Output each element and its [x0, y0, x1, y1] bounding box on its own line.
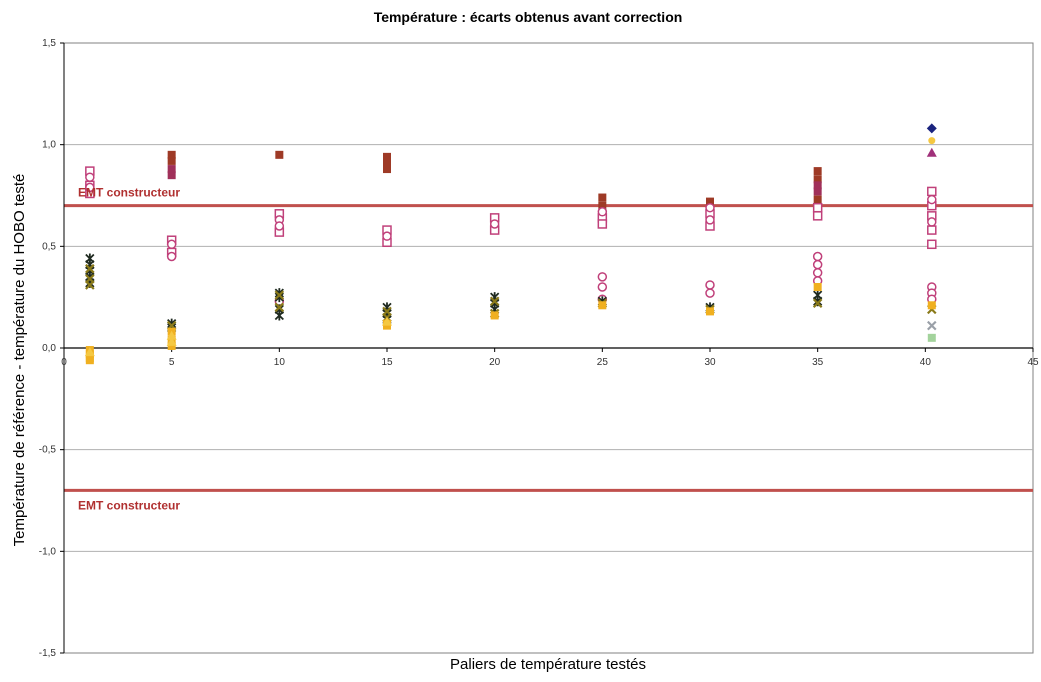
emt-label: EMT constructeur — [78, 498, 180, 512]
data-point — [274, 310, 284, 321]
data-point — [927, 225, 937, 235]
data-point — [275, 150, 284, 159]
data-point — [167, 156, 176, 165]
data-point — [705, 288, 715, 298]
data-point — [813, 175, 822, 184]
data-point — [598, 301, 607, 310]
data-point — [926, 123, 937, 134]
data-point — [489, 296, 500, 307]
emt-reference-lines — [64, 204, 1033, 492]
x-tick-label: 45 — [1027, 357, 1039, 368]
emt-label: EMT constructeur — [78, 186, 180, 200]
data-point — [85, 356, 94, 365]
x-tick-label: 10 — [274, 357, 286, 368]
data-point — [85, 172, 95, 182]
data-point — [927, 186, 937, 197]
data-point — [167, 165, 176, 174]
data-point — [813, 167, 822, 176]
data-point — [382, 316, 392, 326]
data-point — [598, 193, 607, 202]
data-point — [813, 283, 822, 291]
data-point — [383, 321, 391, 330]
x-tick-label: 5 — [169, 357, 175, 368]
data-point — [812, 202, 823, 213]
data-point — [927, 217, 937, 227]
data-point — [166, 251, 177, 262]
data-point — [166, 330, 177, 340]
data-point — [597, 207, 608, 217]
data-point — [597, 219, 608, 229]
data-point — [274, 221, 285, 231]
data-point — [597, 272, 608, 282]
x-tick-label: 35 — [812, 357, 824, 368]
data-point — [85, 182, 95, 193]
data-point — [84, 347, 95, 357]
data-point — [813, 181, 822, 190]
data-point — [706, 197, 714, 206]
data-point — [167, 150, 176, 159]
y-axis-title: Température de référence - température d… — [11, 174, 28, 547]
data-point — [382, 231, 392, 241]
data-point — [926, 147, 937, 157]
data-point — [706, 307, 714, 316]
grid-lines — [64, 144, 1033, 552]
emt-reference-labels: EMT constructeur EMT constructeur — [78, 186, 180, 513]
y-tick-label: 0,5 — [42, 241, 56, 252]
data-point — [490, 311, 499, 320]
data-point — [813, 187, 822, 196]
x-tick-label: 25 — [597, 357, 609, 368]
chart-title: Température : écarts obtenus avant corre… — [374, 9, 683, 25]
data-point — [167, 341, 176, 350]
data-point — [705, 202, 715, 213]
data-point — [927, 194, 937, 205]
data-point — [927, 301, 936, 310]
data-point — [812, 268, 823, 278]
y-tick-label: -0,5 — [39, 445, 57, 456]
data-points — [84, 123, 937, 365]
data-point — [274, 302, 285, 313]
data-point — [598, 201, 607, 210]
y-tick-label: -1,5 — [39, 648, 57, 659]
data-point — [85, 263, 95, 274]
x-tick-label: 40 — [920, 357, 932, 368]
data-point — [597, 282, 608, 292]
data-point — [812, 251, 823, 262]
y-tick-label: 0,0 — [42, 343, 56, 354]
x-tick-label: 15 — [381, 357, 393, 368]
data-point — [383, 158, 391, 167]
data-point — [166, 336, 177, 346]
data-point — [705, 215, 715, 225]
data-point — [928, 137, 936, 145]
data-point — [705, 280, 715, 290]
data-point — [927, 333, 936, 342]
x-tick-label: 20 — [489, 357, 501, 368]
data-point — [812, 259, 823, 270]
data-point — [167, 171, 176, 180]
axes: -1,5 -1,0 -0,5 0,0 0,5 1,0 1,5 0 5 10 15 20 25 30 35 40… — [39, 38, 1039, 659]
y-tick-label: 1,5 — [42, 38, 56, 49]
data-point — [489, 219, 500, 229]
y-tick-label: 1,0 — [42, 140, 56, 151]
x-tick-label: 0 — [61, 357, 67, 368]
data-point — [812, 211, 823, 221]
data-point — [813, 195, 822, 204]
data-point — [383, 165, 391, 174]
data-point — [812, 298, 823, 309]
data-point — [927, 239, 937, 250]
x-tick-label: 30 — [704, 357, 716, 368]
data-point — [166, 239, 177, 250]
data-point — [383, 152, 391, 161]
data-point — [927, 320, 937, 331]
data-point — [85, 280, 95, 290]
y-tick-label: -1,0 — [39, 546, 57, 557]
data-point — [274, 290, 285, 300]
x-axis-title: Paliers de température testés — [450, 656, 646, 673]
